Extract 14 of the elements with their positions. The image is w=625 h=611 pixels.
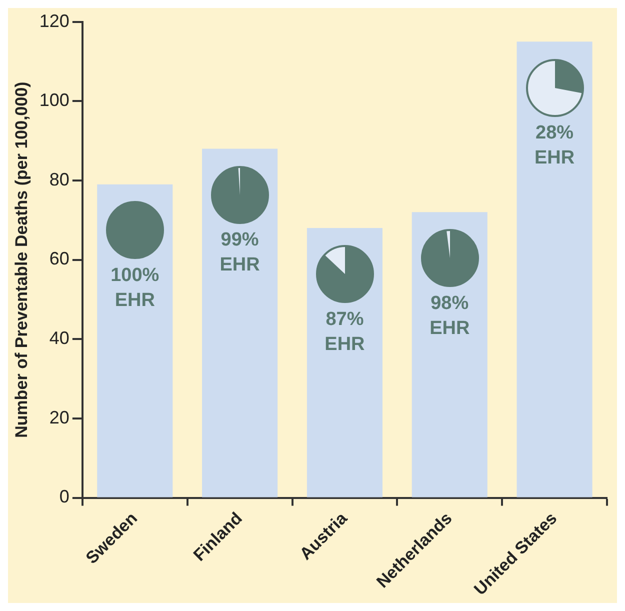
- y-tick-label: 60: [49, 248, 70, 269]
- annotation: 28% EHR: [534, 122, 575, 168]
- y-tick-label: 0: [59, 486, 70, 507]
- y-tick-label: 40: [49, 328, 70, 348]
- y-tick-label: 120: [39, 10, 70, 31]
- annotation: 98% EHR: [430, 292, 470, 339]
- y-tick-label: 80: [49, 169, 70, 190]
- y-axis-title: Number of Preventable Deaths (per 100,000): [12, 82, 31, 438]
- y-tick-label: 20: [49, 407, 70, 428]
- annotation: 99% EHR: [220, 229, 260, 276]
- y-tick-label: 100: [39, 90, 70, 110]
- annotation: 87% EHR: [324, 308, 366, 355]
- bar: [516, 42, 592, 498]
- annotation: 100% EHR: [110, 265, 160, 312]
